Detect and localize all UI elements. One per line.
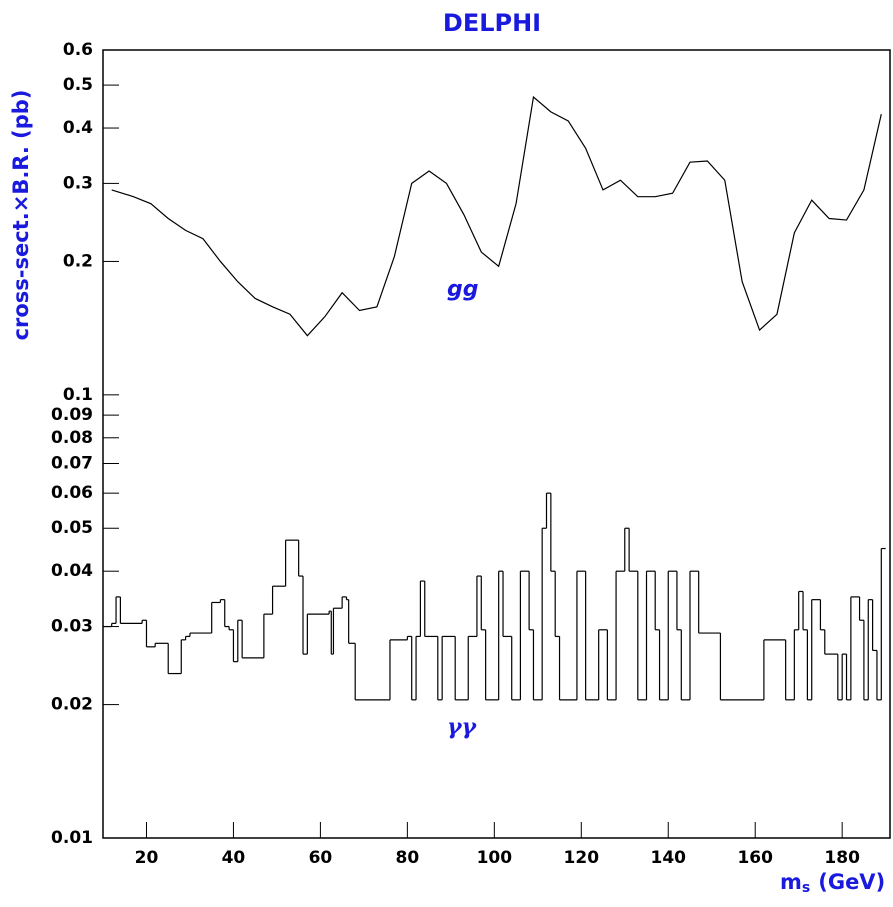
y-tick-label: 0.06 [51,483,93,503]
x-tick-label: 160 [737,848,773,868]
y-tick-label: 0.3 [63,173,93,193]
y-tick-label: 0.09 [51,405,93,425]
y-tick-label: 0.08 [51,428,93,448]
x-tick-label: 80 [396,848,420,868]
chart-title: DELPHI [443,9,541,37]
y-tick-label: 0.2 [63,251,93,271]
y-tick-label: 0.04 [51,561,93,581]
y-tick-label: 0.02 [51,695,93,715]
x-tick-label: 60 [309,848,333,868]
y-tick-label: 0.5 [63,75,93,95]
y-tick-label: 0.1 [63,385,93,405]
x-tick-label: 140 [650,848,686,868]
x-tick-label: 100 [477,848,513,868]
x-axis-label: ms (GeV) [780,870,885,896]
x-label-unit: (GeV) [818,870,885,894]
x-tick-label: 120 [564,848,600,868]
y-tick-label: 0.03 [51,617,93,637]
x-tick-label: 40 [222,848,246,868]
y-tick-label: 0.07 [51,453,93,473]
x-tick-label: 20 [135,848,159,868]
x-tick-label: 180 [824,848,860,868]
y-tick-label: 0.05 [51,518,93,538]
plot-frame [102,49,891,839]
annotation: gg [447,277,479,302]
y-tick-label: 0.6 [63,40,93,60]
x-label-subscript: s [802,880,810,896]
annotation: γγ [447,714,478,740]
y-tick-label: 0.01 [51,828,93,848]
y-tick-label: 0.4 [63,118,93,138]
y-axis-label: cross-sect.×B.R. (pb) [9,90,33,341]
line [111,95,882,337]
x-label-symbol: m [780,870,802,894]
